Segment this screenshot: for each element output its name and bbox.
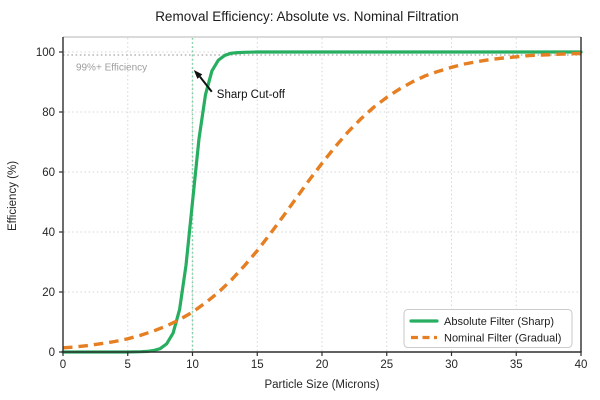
x-axis-label: Particle Size (Microns) — [264, 379, 379, 391]
annotation-arrowhead — [193, 70, 203, 79]
x-tick-label: 0 — [60, 359, 66, 371]
x-tick-label: 30 — [445, 359, 458, 371]
y-tick-label: 20 — [42, 287, 55, 299]
legend-label-nominal: Nominal Filter (Gradual) — [444, 333, 561, 345]
series-line-1 — [62, 51, 582, 350]
axes: 0 5 10 15 20 25 30 35 40 0 20 40 60 80 100 — [36, 36, 588, 371]
x-tick-label: 15 — [251, 359, 264, 371]
x-tick-label: 40 — [575, 359, 588, 371]
x-tick-label: 25 — [380, 359, 393, 371]
x-tick-label: 35 — [510, 359, 523, 371]
annotation-text: Sharp Cut-off — [217, 89, 286, 101]
y-tick-label: 80 — [42, 107, 55, 119]
annotation-arrow-line — [199, 76, 213, 93]
y-axis-label: Efficiency (%) — [7, 161, 19, 231]
legend: Absolute Filter (Sharp) Nominal Filter (… — [403, 308, 573, 349]
legend-label-absolute: Absolute Filter (Sharp) — [444, 316, 554, 328]
chart-title: Removal Efficiency: Absolute vs. Nominal… — [155, 9, 459, 24]
annotation: Sharp Cut-off — [193, 70, 286, 101]
legend-box — [403, 308, 573, 349]
y-tick-label: 0 — [49, 347, 55, 359]
gridlines — [64, 38, 580, 351]
y-tick-label: 100 — [36, 47, 55, 59]
efficiency-threshold-label: 99%+ Efficiency — [76, 63, 147, 74]
y-tick-label: 40 — [42, 227, 55, 239]
x-tick-label: 10 — [186, 359, 199, 371]
x-tick-label: 20 — [316, 359, 329, 371]
x-tick-label: 5 — [125, 359, 131, 371]
y-tick-label: 60 — [42, 167, 55, 179]
